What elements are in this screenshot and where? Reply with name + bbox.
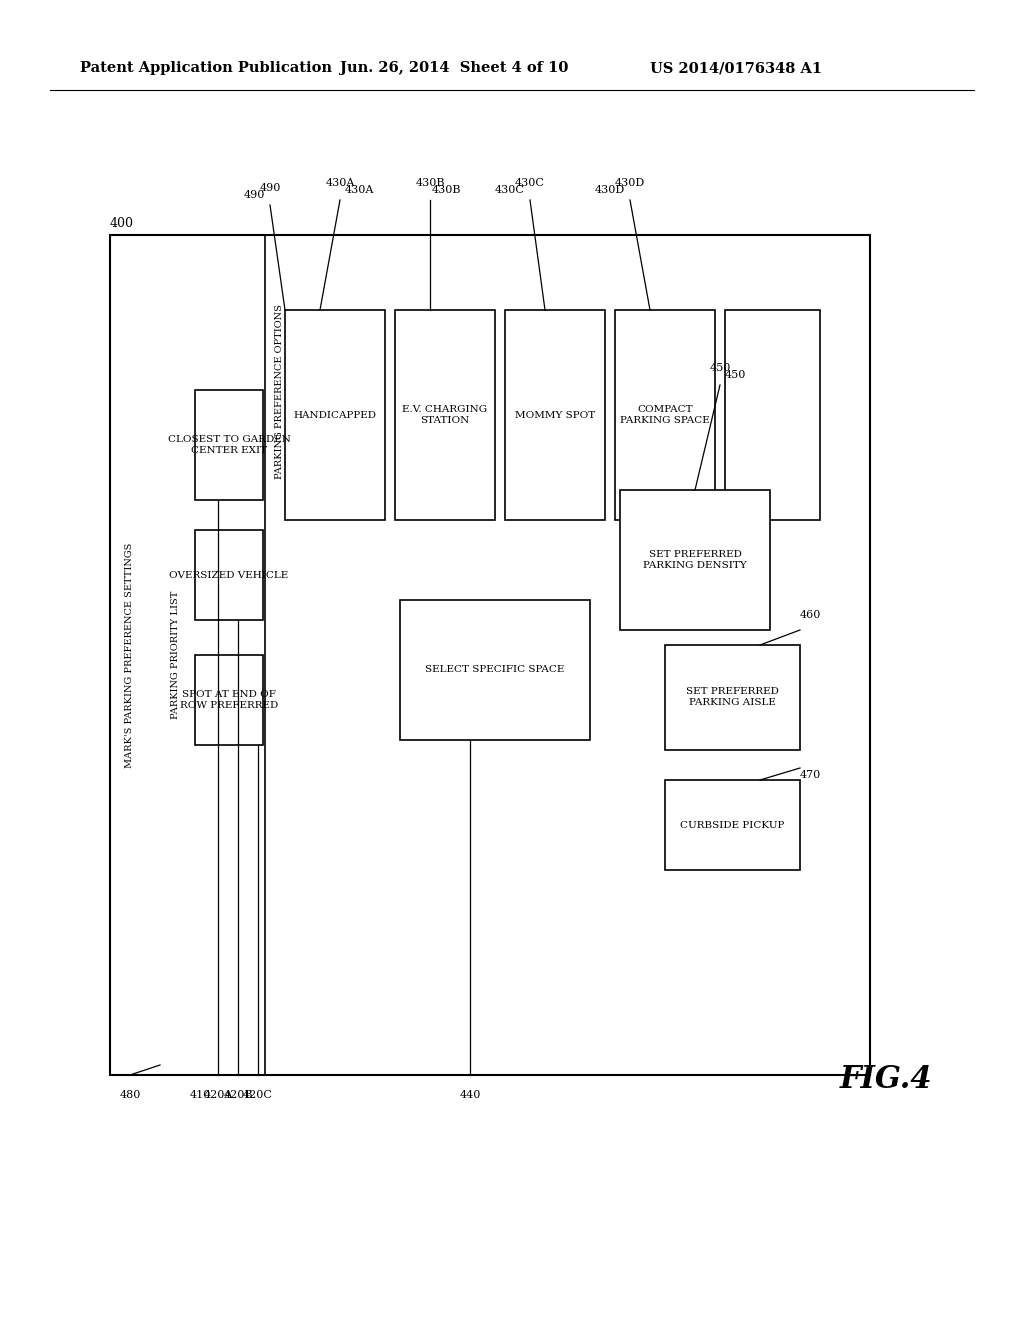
- Bar: [395, 310, 495, 520]
- Text: 430C: 430C: [515, 178, 545, 187]
- Text: 430D: 430D: [595, 185, 625, 195]
- Text: 490: 490: [244, 190, 265, 201]
- Text: 440: 440: [460, 1090, 480, 1100]
- Text: 430D: 430D: [614, 178, 645, 187]
- Text: HANDICAPPED: HANDICAPPED: [294, 411, 377, 420]
- Text: 430B: 430B: [416, 178, 444, 187]
- Text: SET PREFERRED
PARKING DENSITY: SET PREFERRED PARKING DENSITY: [643, 550, 746, 570]
- Text: 400: 400: [110, 216, 134, 230]
- Text: Jun. 26, 2014  Sheet 4 of 10: Jun. 26, 2014 Sheet 4 of 10: [340, 61, 568, 75]
- Bar: [195, 655, 263, 744]
- Text: 420A: 420A: [204, 1090, 232, 1100]
- Text: 470: 470: [800, 770, 821, 780]
- Text: SPOT AT END OF
ROW PREFERRED: SPOT AT END OF ROW PREFERRED: [180, 690, 279, 710]
- Text: 420B: 420B: [223, 1090, 253, 1100]
- Text: SELECT SPECIFIC SPACE: SELECT SPECIFIC SPACE: [425, 665, 564, 675]
- Bar: [665, 645, 800, 750]
- Bar: [620, 490, 770, 630]
- Text: 480: 480: [120, 1090, 140, 1100]
- Text: E.V. CHARGING
STATION: E.V. CHARGING STATION: [402, 405, 487, 425]
- Text: FIG.4: FIG.4: [840, 1064, 933, 1096]
- Text: CLOSEST TO GARDEN
CENTER EXIT: CLOSEST TO GARDEN CENTER EXIT: [168, 436, 291, 454]
- Text: 460: 460: [800, 610, 821, 620]
- Bar: [285, 310, 385, 520]
- Text: 450: 450: [710, 363, 731, 374]
- Text: MARK'S PARKING PREFERENCE SETTINGS: MARK'S PARKING PREFERENCE SETTINGS: [126, 543, 134, 768]
- Text: PARKING PRIORITY LIST: PARKING PRIORITY LIST: [171, 591, 179, 719]
- Text: 430B: 430B: [432, 185, 462, 195]
- Bar: [195, 389, 263, 500]
- Text: 420C: 420C: [243, 1090, 273, 1100]
- Text: PARKING PREFERENCE OPTIONS: PARKING PREFERENCE OPTIONS: [275, 305, 285, 479]
- Text: US 2014/0176348 A1: US 2014/0176348 A1: [650, 61, 822, 75]
- Text: CURBSIDE PICKUP: CURBSIDE PICKUP: [680, 821, 784, 829]
- Text: 410: 410: [189, 1090, 211, 1100]
- Bar: [400, 601, 590, 741]
- Text: 450: 450: [725, 370, 746, 380]
- Bar: [110, 235, 870, 1074]
- Bar: [615, 310, 715, 520]
- Text: 430C: 430C: [496, 185, 525, 195]
- Bar: [665, 780, 800, 870]
- Text: 430A: 430A: [326, 178, 354, 187]
- Bar: [505, 310, 605, 520]
- Bar: [725, 310, 820, 520]
- Text: OVERSIZED VEHICLE: OVERSIZED VEHICLE: [169, 570, 289, 579]
- Text: MOMMY SPOT: MOMMY SPOT: [515, 411, 595, 420]
- Text: 430A: 430A: [345, 185, 375, 195]
- Text: COMPACT
PARKING SPACE: COMPACT PARKING SPACE: [621, 405, 710, 425]
- Text: 490: 490: [259, 183, 281, 193]
- Text: Patent Application Publication: Patent Application Publication: [80, 61, 332, 75]
- Bar: [195, 531, 263, 620]
- Text: SET PREFERRED
PARKING AISLE: SET PREFERRED PARKING AISLE: [685, 688, 778, 706]
